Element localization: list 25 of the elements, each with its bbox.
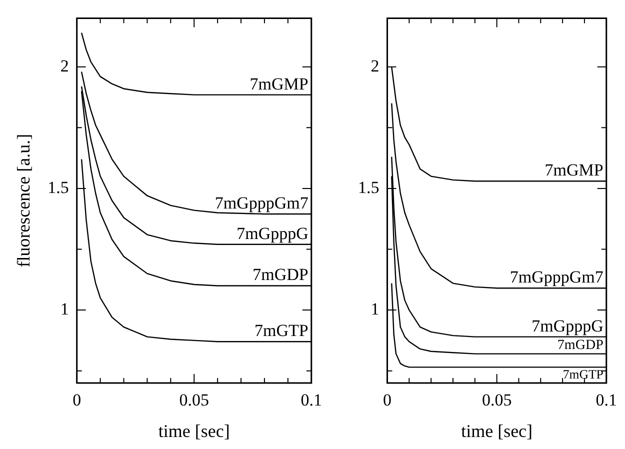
y-tick-label: 1.5 xyxy=(358,178,380,197)
x-tick-label: 0.05 xyxy=(179,390,209,410)
y-tick-label: 2 xyxy=(60,56,69,76)
legend-label: 7mGTP xyxy=(254,321,308,340)
legend-label: 7mGpppGm7 xyxy=(510,268,604,287)
legend-label: 7mGMP xyxy=(250,74,308,94)
legend-label: 7mGDP xyxy=(252,265,308,284)
x-tick-label: 0.1 xyxy=(596,390,617,410)
x-tick-label: 0.1 xyxy=(300,390,322,410)
x-tick-label: 0 xyxy=(72,390,82,410)
y-tick-label: 1.5 xyxy=(48,178,69,197)
series-label: 7mGDP xyxy=(557,338,604,353)
legend-label: 7mGpppG xyxy=(532,316,604,336)
y-tick-label: 2 xyxy=(370,56,380,76)
y-tick-label: 1 xyxy=(370,300,380,319)
y-tick-label: 1 xyxy=(60,300,69,319)
x-axis-title: time [sec] xyxy=(461,420,533,441)
x-axis-title: time [sec] xyxy=(158,420,230,441)
legend-label: 7mGpppGm7 xyxy=(214,193,309,212)
series-label: 7mGMP xyxy=(544,160,604,180)
x-tick-label: 0 xyxy=(383,390,392,410)
y-axis-title: fluorescence [a.u.] xyxy=(14,134,34,268)
x-tick-label: 0.05 xyxy=(482,390,512,410)
series-label: 7mGpppG xyxy=(236,224,308,243)
legend-label: 7mGTP xyxy=(562,367,604,382)
